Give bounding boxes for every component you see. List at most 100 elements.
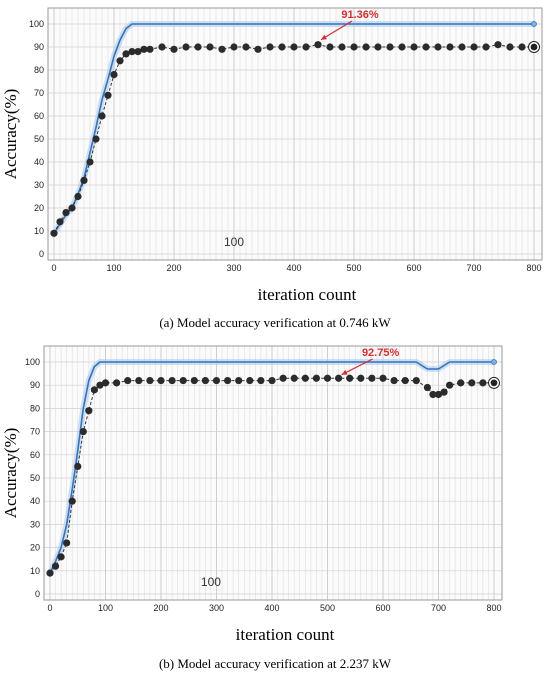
y-tick-label: 90 [30, 380, 40, 390]
validation-point [230, 43, 238, 51]
validation-point [124, 376, 132, 385]
validation-point [51, 562, 60, 570]
validation-point [104, 91, 112, 99]
validation-point [357, 374, 365, 382]
validation-point [278, 43, 286, 51]
validation-point [110, 71, 118, 79]
validation-point [96, 381, 104, 389]
y-tick-label: 10 [34, 226, 44, 236]
annotation-arrowhead [341, 369, 348, 375]
validation-point [140, 45, 148, 53]
validation-point [257, 376, 265, 385]
x-axis-title-a: iteration count [258, 285, 357, 304]
caption-b: (b) Model accuracy verification at 2.237… [159, 656, 392, 671]
validation-point [68, 497, 76, 505]
validation-point [440, 388, 448, 396]
validation-point [90, 386, 98, 394]
mid-label-a: 100 [224, 235, 244, 249]
y-tick-label: 90 [34, 42, 44, 52]
validation-point [506, 43, 514, 51]
validation-point [290, 374, 298, 382]
x-tick-label: 400 [286, 263, 301, 273]
validation-point [206, 43, 214, 51]
validation-point [410, 43, 418, 51]
validation-point [350, 43, 358, 51]
validation-point [446, 43, 454, 51]
x-tick-label: 600 [375, 603, 390, 613]
validation-point [401, 376, 409, 385]
validation-point [434, 390, 443, 399]
x-tick-label: 300 [226, 263, 241, 273]
x-tick-label: 500 [320, 603, 335, 613]
validation-point [398, 43, 406, 51]
y-tick-label: 80 [30, 403, 40, 413]
validation-point [368, 374, 376, 382]
validation-point [157, 376, 165, 385]
plot-frame-a [47, 7, 543, 261]
x-tick-label: 400 [264, 603, 279, 613]
validation-point [390, 376, 398, 385]
validation-point [482, 43, 490, 51]
accuracy-chart-a: 0 100 200 300 400 500 600 700 800 0 10 20 30 40 50 60 70… [1, 7, 543, 330]
validation-point [101, 379, 110, 387]
annotation-arrowhead [321, 34, 327, 40]
x-tick-label: 500 [346, 263, 361, 273]
y-tick-label: 100 [29, 19, 44, 29]
validation-point [312, 374, 320, 382]
validation-point [201, 376, 209, 385]
validation-point [85, 407, 93, 415]
y-tick-label: 30 [30, 519, 40, 529]
validation-point [268, 376, 276, 385]
validation-point [254, 45, 262, 53]
validation-point [346, 374, 354, 382]
validation-point [302, 43, 310, 51]
validation-point [46, 569, 54, 577]
validation-point [429, 390, 437, 399]
annotation-label-b: 92.75% [362, 347, 400, 359]
validation-point [146, 376, 154, 385]
y-tick-label: 40 [34, 157, 44, 167]
validation-point [194, 43, 202, 51]
x-tick-label: 700 [466, 263, 481, 273]
plot-frame-b [43, 345, 503, 601]
validation-point [57, 553, 65, 561]
validation-point [314, 41, 322, 49]
y-tick-label: 50 [30, 473, 40, 483]
x-tick-label: 800 [486, 603, 501, 613]
annotation-a: 91.36% [320, 9, 379, 41]
validation-point [50, 229, 58, 237]
x-tick-label: 100 [106, 263, 121, 273]
validation-point [242, 43, 250, 51]
validation-point [146, 45, 154, 53]
validation-point [80, 176, 88, 184]
annotation-arrow-a [320, 20, 353, 41]
validation-point [301, 374, 309, 382]
validation-point [479, 379, 487, 387]
validation-point [212, 376, 221, 385]
validation-point [279, 374, 287, 382]
validation-point [86, 158, 94, 166]
validation-point [56, 218, 64, 226]
x-tick-label: 200 [153, 603, 168, 613]
validation-point [134, 48, 142, 56]
y-tick-label: 70 [30, 427, 40, 437]
grid-b [44, 346, 502, 600]
validation-point [422, 43, 430, 51]
x-tick-label: 0 [51, 263, 56, 273]
validation-point [158, 43, 166, 51]
y-tick-label: 60 [34, 111, 44, 121]
y-tick-label: 70 [34, 88, 44, 98]
x-tick-label: 300 [209, 603, 224, 613]
y-tick-label: 60 [30, 450, 40, 460]
validation-point [218, 45, 226, 53]
y-tick-label: 0 [35, 589, 40, 599]
caption-a: (a) Model accuracy verification at 0.746… [159, 315, 391, 330]
validation-point [374, 43, 382, 51]
series-layer-a [50, 21, 540, 237]
series-layer-b [46, 359, 500, 577]
validation-point [128, 48, 136, 56]
validation-point [412, 376, 420, 385]
y-tick-label: 50 [34, 134, 44, 144]
validation-point [326, 43, 334, 51]
validation-point [290, 43, 298, 51]
